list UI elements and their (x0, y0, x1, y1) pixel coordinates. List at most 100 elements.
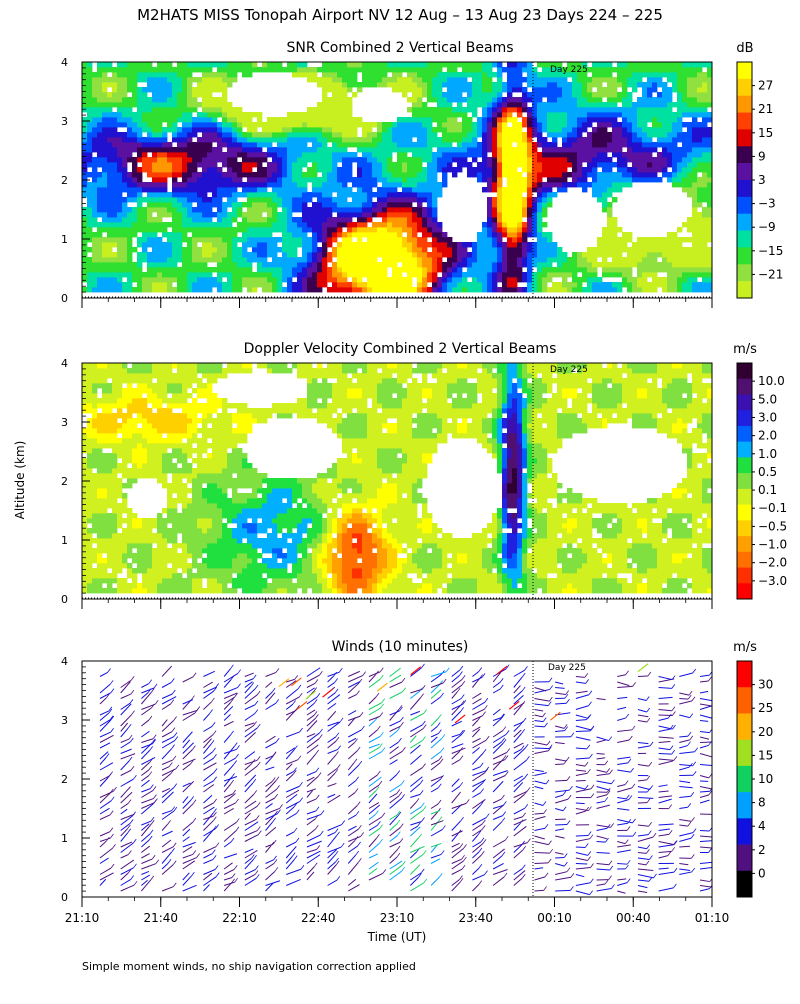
heatmap-cell (637, 237, 642, 242)
heatmap-cell (542, 257, 547, 262)
heatmap-cell (437, 62, 442, 67)
heatmap-cell (562, 147, 567, 152)
heatmap-cell (82, 97, 87, 102)
heatmap-cell (667, 92, 672, 97)
heatmap-cell (262, 232, 267, 237)
heatmap-cell (667, 97, 672, 102)
heatmap-cell (212, 172, 217, 177)
heatmap-cell (622, 112, 627, 117)
heatmap-cell (627, 252, 632, 257)
heatmap-cell (632, 177, 637, 182)
heatmap-cell (277, 122, 282, 127)
heatmap-cell (392, 242, 397, 247)
heatmap-cell (457, 122, 462, 127)
heatmap-cell (367, 77, 372, 82)
heatmap-cell (342, 212, 347, 217)
heatmap-cell (337, 192, 342, 197)
heatmap-cell (537, 197, 542, 202)
heatmap-cell (287, 187, 292, 192)
heatmap-cell (437, 87, 442, 92)
heatmap-cell (702, 102, 707, 107)
heatmap-cell (542, 127, 547, 132)
heatmap-cell (132, 147, 137, 152)
heatmap-cell (507, 227, 512, 232)
heatmap-cell (287, 112, 292, 117)
heatmap-cell (407, 137, 412, 142)
heatmap-cell (592, 62, 597, 67)
heatmap-cell (192, 117, 197, 122)
heatmap-cell (597, 182, 602, 187)
heatmap-cell (517, 257, 522, 262)
heatmap-cell (542, 287, 547, 292)
heatmap-cell (142, 207, 147, 212)
colorbar-swatch (737, 96, 752, 113)
heatmap-cell (97, 267, 102, 272)
heatmap-cell (662, 257, 667, 262)
heatmap-cell (292, 192, 297, 197)
heatmap-cell (197, 267, 202, 272)
heatmap-cell (232, 252, 237, 257)
heatmap-cell (547, 287, 552, 292)
heatmap-cell (297, 172, 302, 177)
heatmap-cell (137, 272, 142, 277)
heatmap-cell (427, 87, 432, 92)
heatmap-cell (322, 237, 327, 242)
heatmap-cell (437, 232, 442, 237)
heatmap-cell (522, 232, 527, 237)
heatmap-cell (482, 152, 487, 157)
heatmap-cell (302, 247, 307, 252)
heatmap-cell (652, 177, 657, 182)
heatmap-cell (267, 147, 272, 152)
heatmap-cell (412, 127, 417, 132)
heatmap-cell (337, 127, 342, 132)
heatmap-cell (197, 182, 202, 187)
heatmap-cell (207, 82, 212, 87)
heatmap-cell (87, 493, 92, 498)
heatmap-cell (537, 252, 542, 257)
heatmap-cell (162, 192, 167, 197)
heatmap-cell (367, 187, 372, 192)
heatmap-cell (687, 92, 692, 97)
heatmap-cell (537, 182, 542, 187)
heatmap-cell (322, 112, 327, 117)
heatmap-cell (197, 82, 202, 87)
heatmap-cell (577, 257, 582, 262)
heatmap-cell (262, 207, 267, 212)
heatmap-cell (247, 172, 252, 177)
heatmap-cell (387, 152, 392, 157)
heatmap-cell (192, 97, 197, 102)
heatmap-cell (142, 187, 147, 192)
heatmap-cell (377, 157, 382, 162)
heatmap-cell (87, 563, 92, 568)
heatmap-cell (172, 247, 177, 252)
heatmap-cell (562, 162, 567, 167)
heatmap-cell (447, 282, 452, 287)
heatmap-cell (387, 137, 392, 142)
heatmap-cell (362, 82, 367, 87)
heatmap-cell (687, 287, 692, 292)
heatmap-cell (197, 217, 202, 222)
heatmap-cell (477, 87, 482, 92)
heatmap-cell (162, 257, 167, 262)
heatmap-cell (267, 207, 272, 212)
heatmap-cell (602, 132, 607, 137)
heatmap-cell (487, 82, 492, 87)
heatmap-cell (162, 267, 167, 272)
heatmap-cell (562, 137, 567, 142)
heatmap-cell (312, 112, 317, 117)
heatmap-cell (97, 177, 102, 182)
heatmap-cell (312, 152, 317, 157)
heatmap-cell (327, 207, 332, 212)
heatmap-cell (487, 182, 492, 187)
heatmap-cell (167, 222, 172, 227)
heatmap-cell (247, 147, 252, 152)
heatmap-cell (92, 132, 97, 137)
heatmap-cell (402, 137, 407, 142)
heatmap-cell (537, 202, 542, 207)
heatmap-cell (252, 202, 257, 207)
heatmap-cell (432, 82, 437, 87)
heatmap-cell (422, 207, 427, 212)
heatmap-cell (112, 182, 117, 187)
heatmap-cell (697, 192, 702, 197)
heatmap-cell (542, 157, 547, 162)
